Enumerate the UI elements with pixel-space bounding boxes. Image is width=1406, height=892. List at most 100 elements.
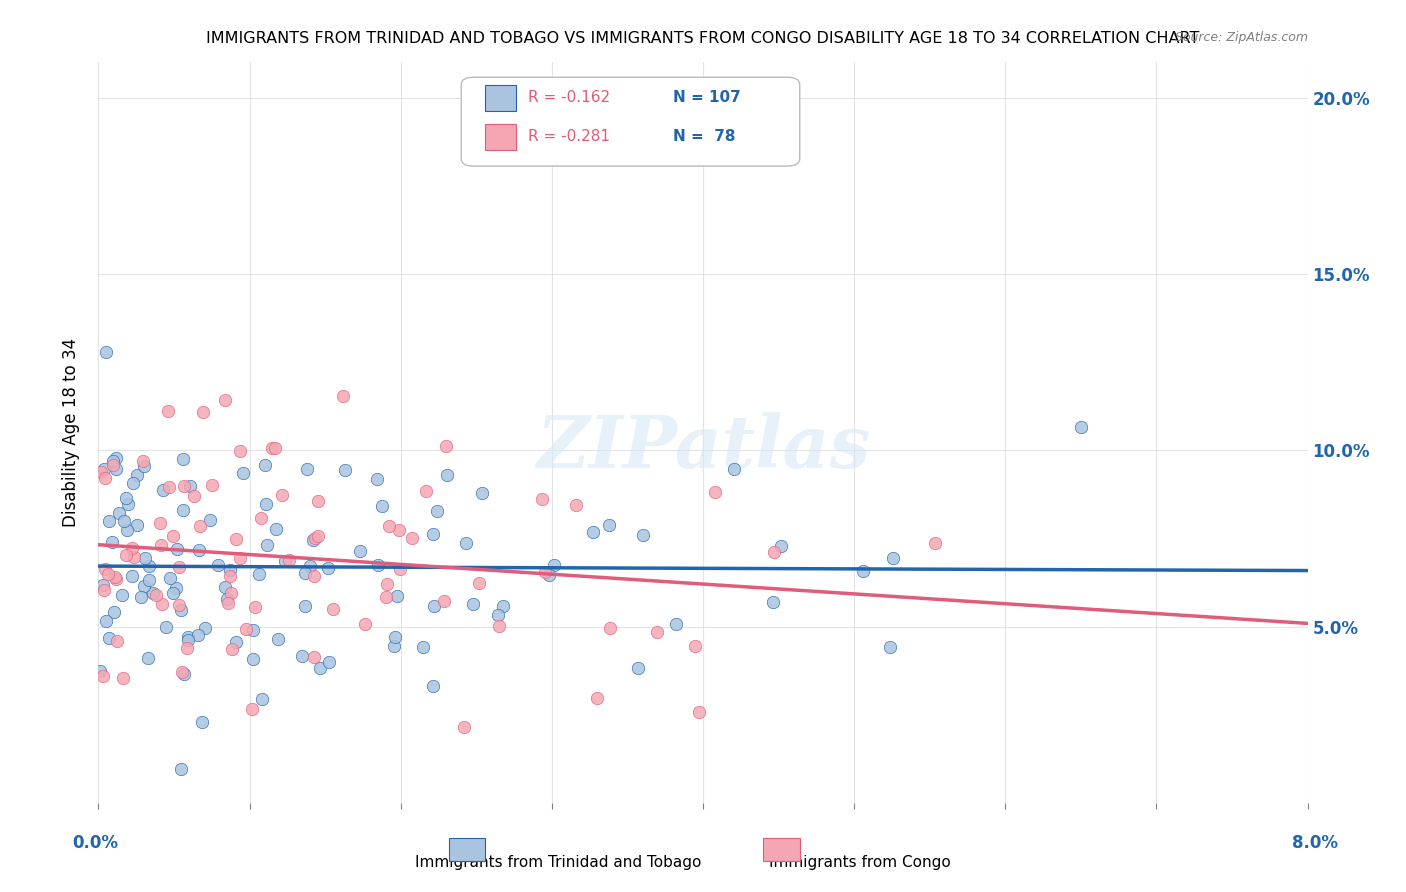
- Point: [688, 706, 710, 720]
- Point: [304, 649, 326, 664]
- Point: [103, 606, 125, 620]
- Point: [115, 491, 138, 505]
- Point: [322, 602, 344, 616]
- Point: [304, 568, 326, 582]
- Point: [162, 528, 184, 542]
- Text: ZIPatlas: ZIPatlas: [536, 412, 870, 483]
- Point: [94, 345, 117, 359]
- Point: [150, 538, 173, 552]
- Point: [267, 632, 290, 647]
- Point: [249, 566, 271, 581]
- Point: [264, 441, 287, 455]
- Text: Source: ZipAtlas.com: Source: ZipAtlas.com: [1174, 31, 1308, 45]
- Point: [378, 518, 401, 533]
- Text: Immigrants from Trinidad and Tobago: Immigrants from Trinidad and Tobago: [415, 855, 702, 870]
- Point: [188, 519, 211, 533]
- Point: [159, 571, 181, 585]
- Point: [256, 538, 278, 552]
- Text: R = -0.281: R = -0.281: [527, 129, 610, 145]
- Point: [152, 483, 174, 498]
- Point: [1070, 420, 1092, 434]
- Point: [260, 441, 283, 455]
- Point: [166, 581, 188, 595]
- Point: [232, 466, 254, 480]
- Point: [105, 572, 128, 586]
- Point: [93, 462, 115, 476]
- Point: [415, 484, 437, 499]
- Point: [169, 598, 191, 612]
- Point: [176, 632, 198, 647]
- FancyBboxPatch shape: [485, 85, 516, 111]
- Point: [242, 623, 264, 637]
- Text: N =  78: N = 78: [673, 129, 735, 145]
- Point: [598, 518, 620, 533]
- Point: [134, 579, 156, 593]
- Point: [879, 640, 901, 655]
- Text: 8.0%: 8.0%: [1292, 834, 1337, 852]
- Point: [354, 616, 377, 631]
- Point: [136, 650, 159, 665]
- Point: [370, 500, 392, 514]
- FancyBboxPatch shape: [449, 838, 485, 861]
- Text: 0.0%: 0.0%: [73, 834, 118, 852]
- Point: [492, 599, 515, 613]
- Point: [219, 568, 242, 582]
- Point: [207, 558, 229, 573]
- Point: [104, 450, 127, 465]
- Point: [173, 479, 195, 493]
- Point: [176, 640, 198, 655]
- Point: [117, 524, 139, 538]
- Point: [384, 630, 406, 644]
- Y-axis label: Disability Age 18 to 34: Disability Age 18 to 34: [62, 338, 80, 527]
- Point: [645, 625, 668, 640]
- Point: [665, 617, 688, 632]
- Point: [170, 603, 193, 617]
- Point: [219, 563, 242, 577]
- Point: [242, 651, 264, 665]
- Text: Immigrants from Congo: Immigrants from Congo: [769, 855, 950, 870]
- Point: [125, 467, 148, 482]
- Point: [538, 568, 561, 582]
- Point: [121, 541, 143, 555]
- Point: [434, 439, 457, 453]
- Point: [401, 532, 423, 546]
- Point: [91, 578, 114, 592]
- Point: [138, 558, 160, 573]
- Point: [316, 561, 339, 575]
- Point: [103, 453, 125, 467]
- Point: [250, 692, 273, 706]
- Point: [422, 527, 444, 541]
- Point: [94, 562, 117, 576]
- Point: [271, 488, 294, 502]
- Point: [173, 667, 195, 681]
- Point: [176, 630, 198, 644]
- Point: [229, 444, 252, 458]
- Point: [129, 590, 152, 604]
- Point: [367, 558, 389, 572]
- Point: [240, 702, 263, 716]
- Point: [162, 586, 184, 600]
- FancyBboxPatch shape: [461, 78, 800, 166]
- Point: [96, 614, 118, 628]
- Point: [121, 476, 143, 491]
- Point: [375, 590, 398, 604]
- Point: [194, 621, 217, 635]
- Point: [683, 639, 706, 653]
- Point: [470, 486, 492, 500]
- Point: [388, 561, 411, 575]
- Point: [291, 648, 314, 663]
- Point: [98, 631, 121, 645]
- Point: [228, 551, 250, 566]
- Point: [852, 565, 875, 579]
- Point: [254, 497, 277, 511]
- Point: [384, 639, 406, 653]
- Point: [436, 467, 458, 482]
- Point: [318, 655, 340, 669]
- Point: [145, 588, 167, 602]
- Point: [221, 642, 243, 657]
- Point: [117, 497, 139, 511]
- Point: [201, 478, 224, 492]
- Point: [534, 565, 557, 579]
- Point: [214, 580, 236, 594]
- Point: [94, 471, 117, 485]
